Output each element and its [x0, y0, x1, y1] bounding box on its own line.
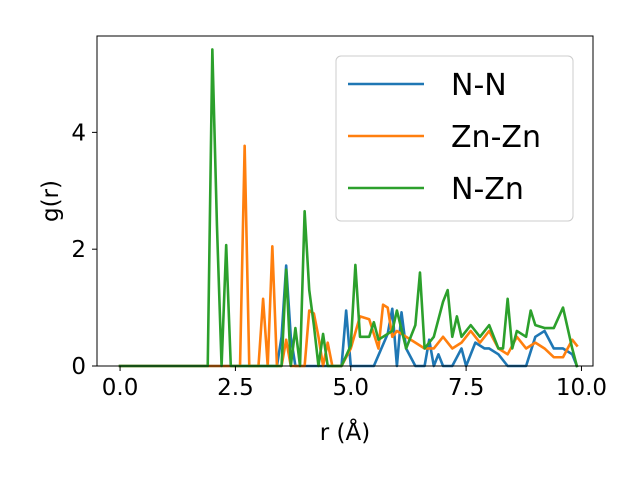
x-tick-label: 7.5 [448, 375, 485, 401]
legend-box [335, 55, 574, 222]
y-axis: 0 2 4 [71, 120, 97, 380]
x-axis: 0.0 2.5 5.0 7.5 10.0 [102, 366, 607, 401]
legend-label-n-n: N-N [451, 68, 507, 103]
x-tick-label: 0.0 [102, 375, 139, 401]
legend-label-n-zn: N-Zn [451, 172, 524, 207]
y-tick-label: 0 [71, 354, 86, 380]
y-axis-label: g(r) [38, 180, 64, 222]
legend: N-N Zn-Zn N-Zn [335, 55, 574, 222]
x-tick-label: 5.0 [332, 375, 369, 401]
x-tick-label: 2.5 [217, 375, 254, 401]
legend-label-zn-zn: Zn-Zn [451, 120, 541, 155]
x-tick-label: 10.0 [556, 375, 607, 401]
y-tick-label: 4 [71, 120, 86, 146]
x-axis-label: r (Å) [320, 418, 370, 446]
y-tick-label: 2 [71, 237, 86, 263]
plot-frame [96, 35, 594, 367]
